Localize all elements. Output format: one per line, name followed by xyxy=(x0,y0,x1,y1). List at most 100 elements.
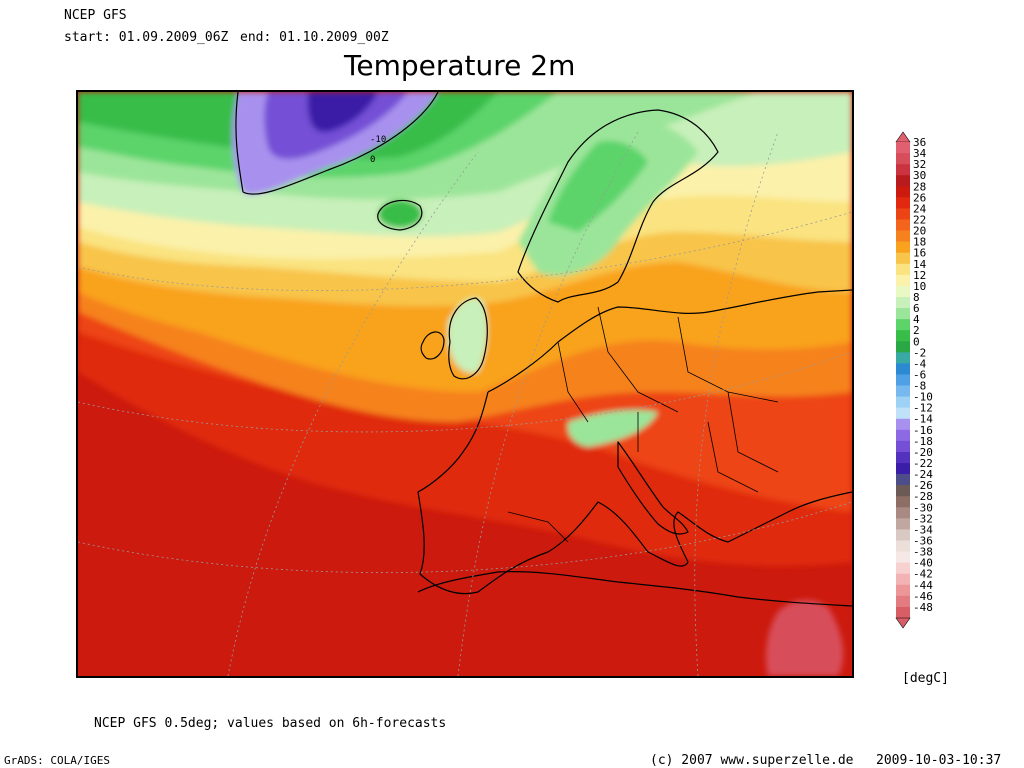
ireland-coast xyxy=(420,331,445,360)
colorbar-tick-label: -14 xyxy=(913,413,933,426)
colorbar-swatch xyxy=(896,274,910,287)
colorbar-tick-label: -34 xyxy=(913,523,933,536)
colorbar-swatch xyxy=(896,319,910,331)
colorbar-tick-label: 4 xyxy=(913,313,920,326)
colorbar-tick-label: 16 xyxy=(913,247,926,260)
colorbar-swatch xyxy=(896,153,910,165)
colorbar-swatch xyxy=(896,352,910,364)
colorbar-tick-label: -8 xyxy=(913,380,926,393)
greenland-coldest-core xyxy=(307,92,378,133)
colorbar-tick-label: 20 xyxy=(913,225,926,238)
colorbar-swatch xyxy=(896,385,910,397)
colorbar-swatch xyxy=(896,142,910,154)
period-start: start: 01.09.2009_06Z xyxy=(64,30,229,45)
colorbar-tick-label: -22 xyxy=(913,457,933,470)
colorbar-tick-label: -46 xyxy=(913,590,933,603)
colorbar-swatch xyxy=(896,186,910,198)
colorbar-swatch xyxy=(896,374,910,386)
colorbar-swatch xyxy=(896,440,910,453)
colorbar-tick-label: -4 xyxy=(913,357,927,370)
colorbar-tick-label: -30 xyxy=(913,501,933,514)
colorbar-swatch xyxy=(896,219,910,231)
graticule-latitude-2 xyxy=(78,351,852,433)
colorbar-tick-label: 6 xyxy=(913,302,920,315)
colorbar-swatch xyxy=(896,562,910,575)
iceland-cold-spot xyxy=(378,200,422,228)
unit-label: [degC] xyxy=(902,671,949,686)
colorbar-tick-label: -16 xyxy=(913,424,933,437)
colorbar-tick-label: 10 xyxy=(913,280,926,293)
colorbar-tick-label: -12 xyxy=(913,402,933,415)
italy-coast xyxy=(617,441,689,535)
colorbar-swatch xyxy=(896,230,910,242)
colorbar-swatch xyxy=(896,175,910,187)
colorbar-swatch xyxy=(896,197,910,209)
colorbar-tick-label: -18 xyxy=(913,435,933,448)
colorbar-swatch xyxy=(896,551,910,563)
britain-cool-area xyxy=(448,298,488,373)
period-end: end: 01.10.2009_00Z xyxy=(240,30,389,45)
colorbar-tick-label: -26 xyxy=(913,479,933,492)
graticule-latitude-3 xyxy=(78,501,852,573)
colorbar-swatch xyxy=(896,308,910,320)
colorbar-swatch xyxy=(896,429,910,442)
colorbar-swatch xyxy=(896,496,910,508)
sahara-hot-area xyxy=(766,600,844,676)
colorbar-swatch xyxy=(896,285,910,298)
colorbar-swatch xyxy=(896,606,910,619)
colorbar-swatch xyxy=(896,518,910,530)
colorbar-swatch xyxy=(896,263,910,276)
europe-mainland-coast xyxy=(417,289,852,595)
colorbar-swatch xyxy=(896,529,910,541)
model-name: NCEP GFS xyxy=(64,8,127,23)
colorbar-swatch xyxy=(896,164,910,176)
colorbar-tick-label: -6 xyxy=(913,368,926,381)
colorbar-tick-label: 32 xyxy=(913,158,926,171)
colorbar-tick-label: 12 xyxy=(913,269,926,282)
colorbar-tick-label: -2 xyxy=(913,346,926,359)
colorbar-tick-label: 2 xyxy=(913,324,920,337)
scandinavia-cold-core xyxy=(548,140,648,232)
colorbar-swatch xyxy=(896,296,910,309)
colorbar-tick-label: -38 xyxy=(913,546,933,559)
colorbar-tick-label: -24 xyxy=(913,468,933,481)
colorbar-swatch xyxy=(896,485,910,497)
africa-coast xyxy=(417,571,852,607)
scandinavia-coast xyxy=(517,109,719,303)
colorbar-tick-label: -44 xyxy=(913,579,933,592)
colorbar-tick-label: -32 xyxy=(913,512,933,525)
colorbar-tick-label: 36 xyxy=(913,136,926,149)
colorbar-swatch xyxy=(896,241,910,253)
map-title: Temperature 2m xyxy=(344,49,576,82)
temperature-map: -10 0 xyxy=(76,90,854,678)
colorbar-tick-label: -28 xyxy=(913,490,933,503)
colorbar-swatch xyxy=(896,330,910,342)
colorbar-tick-label: 26 xyxy=(913,191,926,204)
colorbar-swatch xyxy=(896,573,910,586)
colorbar-tick-label: 14 xyxy=(913,258,927,271)
colorbar-tick-label: 18 xyxy=(913,236,926,249)
contour-label-minus10: -10 xyxy=(370,135,386,145)
britain-coast xyxy=(448,297,488,380)
iceland-coast xyxy=(377,199,423,231)
colorbar-tick-label: 8 xyxy=(913,291,920,304)
colorbar-swatch xyxy=(896,208,910,220)
colorbar-tick-label: 34 xyxy=(913,147,927,160)
footnote: NCEP GFS 0.5deg; values based on 6h-fore… xyxy=(94,716,447,731)
colorbar-swatch xyxy=(896,595,910,608)
copyright: (c) 2007 www.superzelle.de xyxy=(650,753,854,768)
greenland-coast xyxy=(235,92,439,195)
colorbar-swatch xyxy=(896,363,910,375)
colorbar-swatch xyxy=(896,507,910,519)
graticule-longitude-3 xyxy=(694,131,779,676)
colorbar-swatch xyxy=(896,451,910,464)
colorbar-tick-label: 30 xyxy=(913,169,926,182)
colorbar-swatch xyxy=(896,418,910,431)
colorbar-bottom-arrow xyxy=(895,617,911,629)
colorbar-tick-label: -10 xyxy=(913,391,933,404)
contour-label-zero: 0 xyxy=(370,155,375,165)
colorbar-tick-label: -40 xyxy=(913,557,933,570)
colorbar-swatch xyxy=(896,341,910,353)
colorbar-swatch xyxy=(896,252,910,265)
alps-cool-area xyxy=(567,410,658,447)
